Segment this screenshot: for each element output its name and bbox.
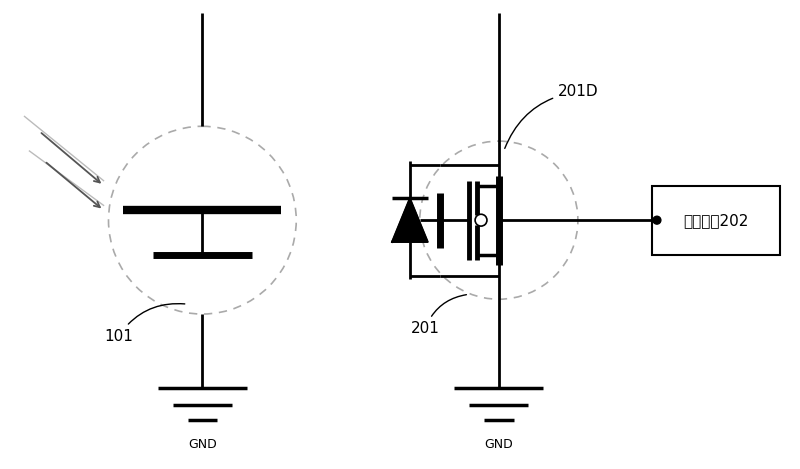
Text: GND: GND <box>485 438 513 451</box>
Polygon shape <box>392 198 428 242</box>
Circle shape <box>653 216 661 224</box>
Text: 控制单元202: 控制单元202 <box>683 212 749 227</box>
FancyBboxPatch shape <box>652 186 781 255</box>
Circle shape <box>475 214 487 226</box>
Text: 201D: 201D <box>505 84 598 148</box>
Text: GND: GND <box>188 438 217 451</box>
Text: 201: 201 <box>410 295 466 336</box>
Text: 101: 101 <box>104 303 185 344</box>
